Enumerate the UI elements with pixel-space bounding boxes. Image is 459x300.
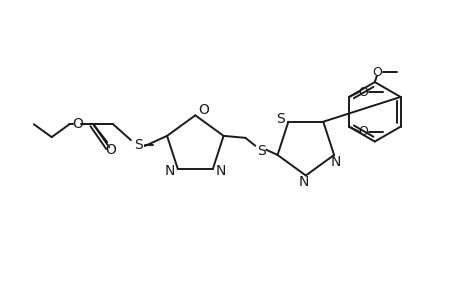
- Text: O: O: [197, 103, 208, 117]
- Text: S: S: [256, 144, 265, 158]
- Text: O: O: [106, 143, 116, 157]
- Text: O: O: [72, 117, 83, 131]
- Text: S: S: [134, 138, 143, 152]
- Text: O: O: [371, 66, 381, 79]
- Text: O: O: [357, 85, 367, 98]
- Text: N: N: [215, 164, 225, 178]
- Text: N: N: [298, 176, 308, 189]
- Text: N: N: [330, 155, 341, 169]
- Text: N: N: [164, 164, 175, 178]
- Text: O: O: [357, 125, 367, 138]
- Text: S: S: [275, 112, 284, 126]
